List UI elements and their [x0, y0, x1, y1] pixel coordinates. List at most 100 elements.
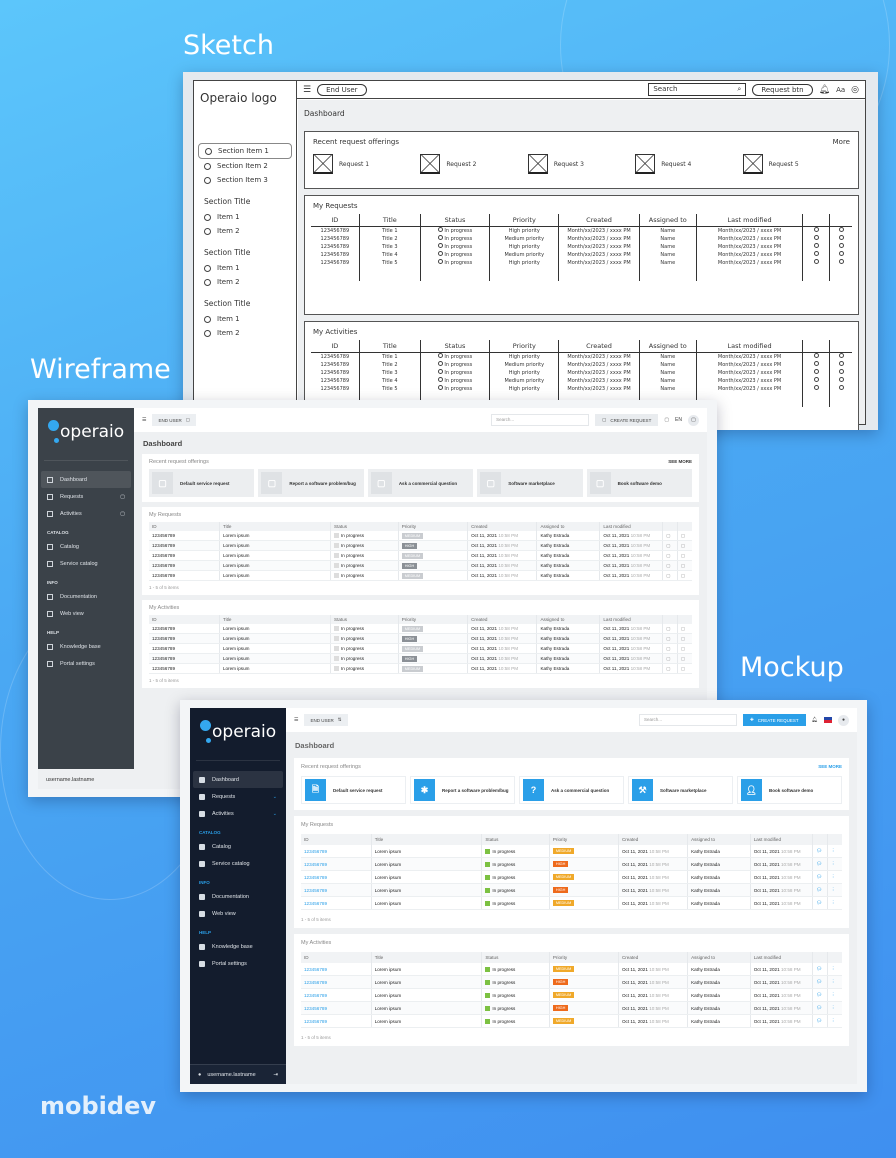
id-cell[interactable]: 123456789	[149, 653, 220, 664]
chat-icon[interactable]: 💬︎	[816, 1005, 823, 1010]
end-user-button[interactable]: END USER ▢	[152, 414, 197, 426]
column-header[interactable]	[662, 615, 678, 624]
placeholder-icon[interactable]: ▢	[680, 532, 686, 538]
placeholder-icon[interactable]: ▢	[680, 645, 686, 651]
id-cell[interactable]: 123456789	[149, 550, 220, 561]
column-header[interactable]	[676, 615, 692, 624]
sidebar-section-item[interactable]: Section Item 1	[198, 143, 292, 159]
column-header[interactable]: Assigned to	[638, 214, 697, 227]
table-row[interactable]: 123456789 Lorem ipsum In progress HIGH Oct 1…	[149, 560, 692, 571]
chevron-down-icon[interactable]: ⌄	[272, 793, 277, 800]
action-icon[interactable]	[813, 377, 819, 382]
column-header[interactable]: Status	[330, 522, 399, 531]
column-header[interactable]	[812, 952, 828, 963]
table-row[interactable]: 123456789 Title 1 In progress High priorit…	[311, 352, 852, 361]
request-id-link[interactable]: 123456789	[152, 563, 175, 568]
placeholder-icon[interactable]: ▢	[680, 625, 686, 631]
column-header[interactable]: Priority	[397, 522, 468, 531]
placeholder-icon[interactable]: ▢	[666, 552, 671, 558]
action-icon[interactable]	[838, 259, 844, 264]
offering-item[interactable]: Request 1	[313, 154, 420, 174]
language-button[interactable]: EN	[675, 417, 682, 423]
table-row[interactable]: 123456789 Title 3 In progress High priorit…	[311, 243, 852, 251]
action-icon[interactable]	[838, 251, 844, 256]
request-id-link[interactable]: 123456789	[304, 848, 327, 854]
column-header[interactable]: Last modified	[599, 615, 663, 624]
column-header[interactable]	[662, 522, 678, 531]
action-icon[interactable]	[813, 251, 819, 256]
request-id-link[interactable]: 123456789	[304, 979, 327, 985]
more-vertical-icon[interactable]: ⋮	[830, 979, 836, 984]
table-row[interactable]: 123456789 Lorem ipsum In progress MEDIUM Oct…	[301, 988, 842, 1002]
column-header[interactable]: Created	[467, 522, 537, 531]
id-cell[interactable]: 123456789	[301, 857, 372, 871]
table-row[interactable]: 123456789 Lorem ipsum In progress MEDIUM Oct…	[301, 896, 842, 910]
avatar[interactable]: ●	[838, 714, 849, 726]
logout-icon[interactable]: ⇥	[273, 1071, 278, 1078]
table-row[interactable]: 123456789 Lorem ipsum In progress HIGH Oct 1…	[301, 857, 842, 871]
column-header[interactable]	[802, 214, 830, 227]
table-row[interactable]: 123456789 Title 4 In progress Medium prior…	[311, 377, 852, 385]
column-header[interactable]: ID	[149, 615, 220, 624]
action-icon[interactable]	[838, 361, 844, 366]
id-cell[interactable]: 123456789	[149, 531, 220, 541]
column-header[interactable]: ID	[149, 522, 220, 531]
column-header[interactable]: Priority	[548, 952, 619, 963]
column-header[interactable]: Priority	[489, 214, 559, 227]
action-icon[interactable]	[813, 235, 819, 240]
table-row[interactable]: 123456789 Title 2 In progress Medium prior…	[311, 361, 852, 369]
table-row[interactable]: 123456789 Lorem ipsum In progress MEDIUM Oct…	[149, 663, 692, 674]
column-header[interactable]: Title	[218, 615, 331, 624]
sidebar-section-item[interactable]: Section Item 3	[194, 173, 296, 187]
placeholder-icon[interactable]: ▢	[666, 625, 671, 631]
action-icon[interactable]	[813, 369, 819, 374]
column-header[interactable]	[802, 340, 830, 353]
offering-item[interactable]: Request 2	[420, 154, 527, 174]
request-id-link[interactable]: 123456789	[304, 861, 327, 867]
sidebar-item-portal-settings[interactable]: Portal settings	[193, 955, 283, 972]
placeholder-icon[interactable]: ▢	[680, 665, 686, 671]
column-header[interactable]: ID	[301, 834, 372, 845]
table-row[interactable]: 123456789 Lorem ipsum In progress MEDIUM Oct…	[149, 643, 692, 654]
user-icon[interactable]: ◎	[851, 84, 859, 95]
column-header[interactable]: Created	[467, 615, 537, 624]
sidebar-item-documentation[interactable]: Documentation	[41, 588, 131, 605]
column-header[interactable]: Priority	[548, 834, 619, 845]
id-cell[interactable]: 123456789	[301, 1001, 372, 1015]
id-cell[interactable]: 123456789	[149, 643, 220, 654]
more-link[interactable]: More	[832, 138, 850, 146]
placeholder-icon[interactable]: ▢	[666, 635, 671, 641]
request-id-link[interactable]: 123456789	[304, 874, 327, 880]
id-cell[interactable]: 123456789	[301, 988, 372, 1002]
placeholder-icon[interactable]: ▢	[680, 635, 686, 641]
table-row[interactable]: 123456789 Lorem ipsum In progress MEDIUM Oct…	[301, 963, 842, 976]
chat-icon[interactable]: 💬︎	[816, 992, 823, 997]
placeholder-icon[interactable]: ▢	[680, 572, 686, 578]
placeholder-icon[interactable]: ▢	[680, 542, 686, 548]
sidebar-item-web-view[interactable]: Web view	[41, 605, 131, 622]
id-cell[interactable]: 123456789	[149, 633, 220, 644]
end-user-button[interactable]: End User	[317, 83, 367, 96]
column-header[interactable]: ID	[301, 952, 372, 963]
request-id-link[interactable]: 123456789	[304, 887, 327, 893]
sidebar-item-dashboard[interactable]: Dashboard	[193, 771, 283, 788]
column-header[interactable]: Created	[617, 834, 688, 845]
action-icon[interactable]	[838, 385, 844, 390]
id-cell[interactable]: 123456789	[149, 624, 220, 634]
offering-item[interactable]: ▢ Software marketplace	[477, 469, 583, 497]
placeholder-icon[interactable]: ▢	[680, 552, 686, 558]
sidebar-item-portal-settings[interactable]: Portal settings	[41, 655, 131, 672]
request-id-link[interactable]: 123456789	[304, 1005, 327, 1011]
id-cell[interactable]: 123456789	[301, 963, 372, 976]
sidebar-item-knowledge-base[interactable]: Knowledge base	[193, 938, 283, 955]
more-vertical-icon[interactable]: ⋮	[830, 900, 836, 905]
chevron-down-icon[interactable]: ⌄	[272, 810, 277, 817]
sidebar-item[interactable]: Item 1	[194, 261, 296, 275]
column-header[interactable]: Assigned to	[687, 952, 751, 963]
chat-icon[interactable]: 💬︎	[816, 1018, 823, 1023]
offering-item[interactable]: ? Ask a commercial question	[519, 776, 624, 804]
chat-icon[interactable]: 💬︎	[816, 900, 823, 905]
chat-icon[interactable]: 💬︎	[816, 874, 823, 879]
table-row[interactable]: 123456789 Title 5 In progress High priorit…	[311, 259, 852, 267]
request-id-link[interactable]: 123456789	[152, 543, 175, 548]
